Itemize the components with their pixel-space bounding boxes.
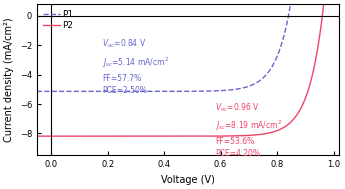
P1 [178,90,183,92]
P1 [35,90,39,93]
Line: P1: P1 [37,0,339,91]
P2 [180,135,185,137]
P2 [215,135,219,137]
Line: P2: P2 [37,0,339,136]
P2 [178,135,183,137]
P2 [283,126,287,128]
Text: $V_{oc}$=0.84 V
$J_{sc}$=5.14 mA/cm$^2$
FF=57.7%
PCE=2.50%: $V_{oc}$=0.84 V $J_{sc}$=5.14 mA/cm$^2$ … [102,38,169,95]
Y-axis label: Current density (mA/cm²): Current density (mA/cm²) [4,17,14,142]
P1 [215,90,219,92]
P2 [198,135,203,137]
P2 [35,135,39,137]
P1 [283,31,287,34]
P1 [180,90,185,92]
X-axis label: Voltage (V): Voltage (V) [161,175,215,185]
P1 [198,90,203,92]
Text: $V_{oc}$=0.96 V
$J_{sc}$=8.19 mA/cm$^2$
FF=53.6%
PCE=4.20%: $V_{oc}$=0.96 V $J_{sc}$=8.19 mA/cm$^2$ … [215,101,282,158]
Legend: P1, P2: P1, P2 [41,9,75,32]
